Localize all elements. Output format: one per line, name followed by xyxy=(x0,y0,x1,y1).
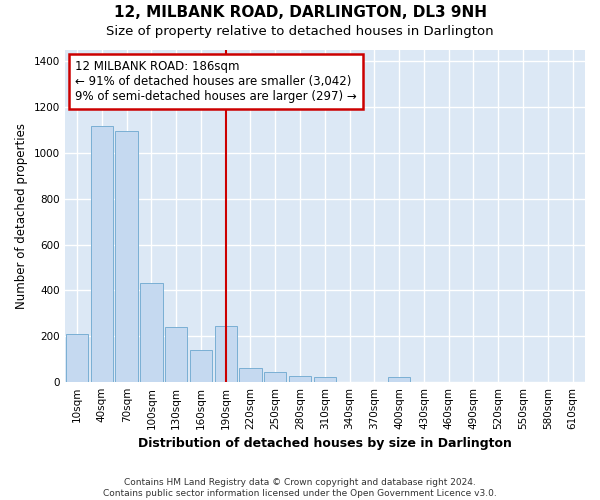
Text: Contains HM Land Registry data © Crown copyright and database right 2024.
Contai: Contains HM Land Registry data © Crown c… xyxy=(103,478,497,498)
Bar xyxy=(289,376,311,382)
Bar xyxy=(165,327,187,382)
Bar xyxy=(215,326,237,382)
Bar xyxy=(264,372,286,382)
Bar xyxy=(239,368,262,382)
Text: 12 MILBANK ROAD: 186sqm
← 91% of detached houses are smaller (3,042)
9% of semi-: 12 MILBANK ROAD: 186sqm ← 91% of detache… xyxy=(75,60,357,103)
Text: Size of property relative to detached houses in Darlington: Size of property relative to detached ho… xyxy=(106,25,494,38)
Bar xyxy=(140,284,163,382)
Bar xyxy=(190,350,212,382)
Bar xyxy=(314,377,336,382)
Y-axis label: Number of detached properties: Number of detached properties xyxy=(15,123,28,309)
Text: 12, MILBANK ROAD, DARLINGTON, DL3 9NH: 12, MILBANK ROAD, DARLINGTON, DL3 9NH xyxy=(113,5,487,20)
Bar xyxy=(91,126,113,382)
Bar xyxy=(388,377,410,382)
X-axis label: Distribution of detached houses by size in Darlington: Distribution of detached houses by size … xyxy=(138,437,512,450)
Bar xyxy=(66,334,88,382)
Bar xyxy=(115,131,138,382)
